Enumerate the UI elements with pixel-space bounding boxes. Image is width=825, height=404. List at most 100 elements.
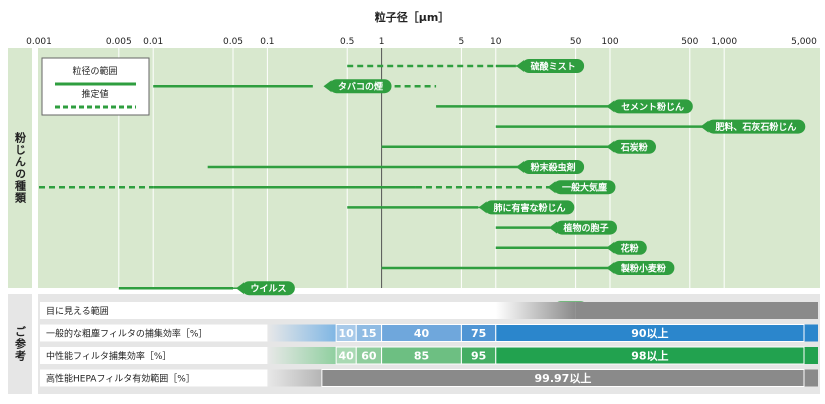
reference-row: 40 60 85 95 98以上 中性能フィルタ捕集効率［%］ bbox=[40, 346, 818, 365]
label-pointer bbox=[547, 181, 556, 194]
dust-series-row: 粉末殺虫剤 bbox=[207, 160, 585, 174]
efficiency-cell bbox=[321, 369, 805, 387]
series-label: 石炭粉 bbox=[620, 141, 648, 153]
series-label: 肺に有害な粉じん bbox=[494, 202, 566, 214]
label-pointer bbox=[606, 262, 615, 274]
reference-label: ご参考 bbox=[14, 325, 27, 362]
series-label-bg bbox=[706, 119, 806, 134]
dust-series-row: 製粉小麦粉 bbox=[381, 261, 675, 275]
efficiency-value: 40 bbox=[339, 350, 355, 363]
legend: 粒径の範囲 推定値 bbox=[41, 57, 150, 116]
x-tick-label: 5,000 bbox=[791, 37, 817, 47]
series-label-bg bbox=[612, 240, 647, 255]
series-label-bg bbox=[554, 220, 617, 235]
reference-row-label: 高性能HEPAフィルタ有効範囲［%］ bbox=[46, 373, 195, 385]
x-axis-ticks: 0.001 0.005 0.01 0.05 0.1 0.5 1 5 10 50 100 500 1,00… bbox=[26, 37, 817, 47]
x-tick-label: 0.005 bbox=[106, 37, 132, 47]
x-tick-label: 50 bbox=[570, 37, 582, 47]
dust-series-row: セメント粉じん bbox=[436, 99, 693, 114]
x-tick-label: 1,000 bbox=[711, 37, 737, 47]
x-tick-label: 500 bbox=[681, 37, 698, 47]
series-label: 植物の胞子 bbox=[562, 222, 608, 234]
dust-series-row: タバコの煙 bbox=[153, 79, 437, 94]
efficiency-value: 10 bbox=[339, 327, 355, 340]
label-pointer bbox=[236, 282, 245, 295]
x-tick-label: 10 bbox=[490, 37, 502, 47]
series-label: タバコの煙 bbox=[338, 81, 383, 93]
reference-rows: 目に見える範囲 10 15 40 75 90以上 一般的な粗塵フィルタの捕集効率［%］ 40 6… bbox=[40, 302, 818, 387]
series-label: 製粉小麦粉 bbox=[620, 263, 666, 275]
legend-estimated-label: 推定値 bbox=[81, 88, 108, 100]
x-tick-label: 0.01 bbox=[143, 37, 163, 47]
series-label-bg bbox=[484, 200, 575, 215]
series-label-bg bbox=[553, 180, 616, 195]
efficiency-value: 15 bbox=[361, 327, 376, 340]
x-tick-label: 5 bbox=[459, 37, 465, 47]
x-tick-label: 0.001 bbox=[26, 37, 52, 47]
dust-series-row: 植物の胞子 bbox=[495, 220, 617, 235]
dust-types-label: 粉じんの種類 bbox=[14, 131, 28, 204]
reference-row: 99.97以上 高性能HEPAフィルタ有効範囲［%］ bbox=[40, 369, 818, 387]
series-label-bg bbox=[612, 99, 693, 114]
series-label: 花粉 bbox=[621, 242, 639, 254]
dust-series-row: 石炭粉 bbox=[381, 139, 657, 154]
series-label-bg bbox=[612, 139, 657, 154]
reference-row-label: 一般的な粗塵フィルタの捕集効率［%］ bbox=[46, 328, 207, 340]
efficiency-value: 98以上 bbox=[631, 349, 668, 363]
dust-series-row: 花粉 bbox=[495, 240, 647, 255]
series-label-bg bbox=[522, 160, 585, 174]
series-label: セメント粉じん bbox=[621, 101, 684, 113]
x-tick-label: 0.5 bbox=[340, 37, 354, 47]
x-tick-label: 1 bbox=[379, 37, 385, 47]
series-label-bg bbox=[612, 261, 675, 275]
label-pointer bbox=[548, 221, 557, 234]
label-pointer bbox=[478, 201, 487, 214]
label-pointer bbox=[323, 80, 332, 93]
efficiency-value: 60 bbox=[361, 350, 377, 363]
dust-series-row: 一般大気塵 bbox=[39, 180, 616, 195]
x-tick-label: 100 bbox=[601, 37, 618, 47]
x-tick-label: 0.05 bbox=[223, 37, 243, 47]
x-tick-label: 0.1 bbox=[260, 37, 274, 47]
chart-title: 粒子径［μm］ bbox=[375, 10, 450, 24]
dust-series-row: ウイルス bbox=[118, 281, 295, 296]
series-label: ウイルス bbox=[250, 284, 286, 295]
efficiency-value: 85 bbox=[414, 350, 429, 363]
reference-row-label: 中性能フィルタ捕集効率［%］ bbox=[46, 350, 171, 362]
dust-series: 硫酸ミストタバコの煙セメント粉じん肥料、石灰石粉じん石炭粉粉末殺虫剤一般大気塵肺… bbox=[39, 59, 806, 316]
series-label-bg bbox=[242, 281, 295, 296]
series-label: 粉末殺虫剤 bbox=[531, 162, 576, 174]
series-label: 肥料、石灰石粉じん bbox=[715, 121, 796, 133]
label-pointer bbox=[606, 241, 615, 254]
dust-side-panel bbox=[8, 48, 32, 288]
reference-row: 目に見える範囲 bbox=[40, 302, 818, 319]
reference-fade bbox=[267, 347, 337, 364]
efficiency-cell bbox=[495, 324, 805, 342]
series-label: 一般大気塵 bbox=[562, 182, 607, 194]
dust-series-row: 硫酸ミスト bbox=[347, 59, 585, 73]
efficiency-cell bbox=[495, 346, 805, 365]
legend-range-label: 粒径の範囲 bbox=[72, 65, 117, 77]
label-pointer bbox=[516, 161, 525, 173]
reference-fade bbox=[267, 324, 337, 342]
series-label: 硫酸ミスト bbox=[531, 61, 576, 73]
reference-fade bbox=[495, 302, 576, 319]
reference-row-label: 目に見える範囲 bbox=[46, 305, 109, 317]
series-label-bg bbox=[329, 79, 392, 94]
reference-side-panel bbox=[8, 294, 32, 394]
label-pointer bbox=[516, 60, 525, 72]
reference-fade bbox=[267, 369, 322, 387]
label-pointer bbox=[606, 140, 615, 153]
dust-series-row: 肺に有害な粉じん bbox=[347, 200, 575, 215]
series-label-bg bbox=[522, 59, 585, 73]
efficiency-value: 40 bbox=[414, 327, 430, 340]
reference-row: 10 15 40 75 90以上 一般的な粗塵フィルタの捕集効率［%］ bbox=[40, 324, 818, 342]
efficiency-value: 95 bbox=[471, 350, 486, 363]
label-pointer bbox=[700, 120, 709, 133]
label-pointer bbox=[606, 100, 615, 113]
reference-solid bbox=[575, 302, 818, 319]
dust-series-row: 肥料、石灰石粉じん bbox=[495, 119, 806, 134]
efficiency-value: 99.97以上 bbox=[535, 371, 592, 385]
efficiency-value: 90以上 bbox=[631, 326, 668, 340]
